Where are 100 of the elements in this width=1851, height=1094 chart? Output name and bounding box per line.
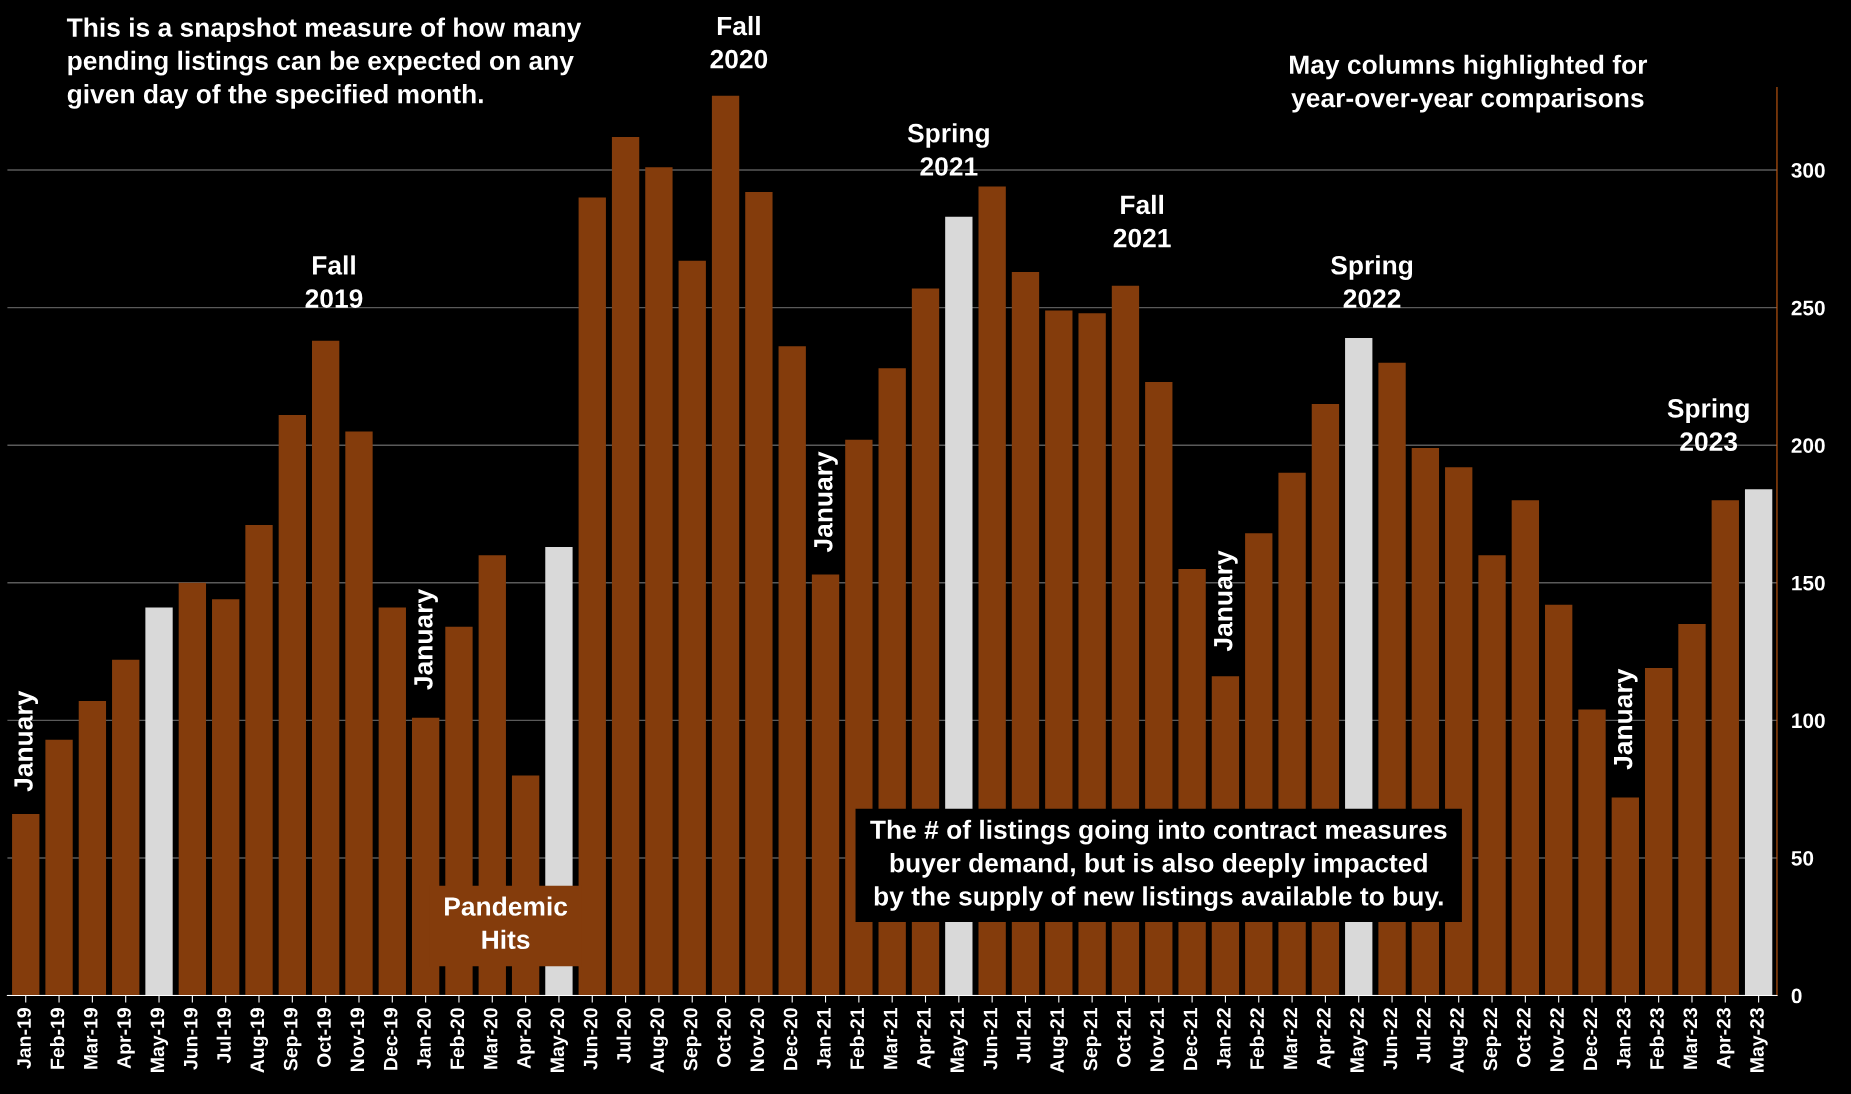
x-tick-label: Jul-21 [1016, 1007, 1031, 1064]
x-tick-label: Feb-19 [49, 1008, 65, 1069]
x-tick-label: Apr-23 [1716, 1008, 1735, 1069]
x-tick-label: Dec-20 [783, 1008, 798, 1070]
y-tick-label: 250 [1791, 300, 1825, 316]
annotation: Fall 2021 [1113, 194, 1171, 248]
x-tick-label: Aug-20 [650, 1008, 668, 1073]
x-tick-label: Sep-20 [683, 1008, 702, 1071]
x-tick-label: Jun-21 [983, 1007, 998, 1070]
bar [778, 346, 806, 996]
annotation: January [1614, 668, 1638, 770]
annotation: The # of listings going into contract measures buyer demand, but is also deeply impacted by the supply of new listings available to buy. [870, 819, 1447, 911]
x-tick-label: Feb-20 [449, 1008, 465, 1069]
bar [1578, 709, 1606, 996]
x-tick-label: Apr-19 [117, 1008, 135, 1069]
bar [611, 137, 640, 996]
x-tick-label: May-20 [550, 1008, 568, 1072]
bar [1545, 604, 1573, 996]
annotation: Pandemic Hits [445, 896, 568, 950]
bar [745, 192, 773, 996]
x-tick-label: Oct-21 [1116, 1007, 1131, 1068]
x-tick-label: May-21 [950, 1007, 968, 1072]
x-tick-label: Aug-21 [1050, 1007, 1068, 1073]
bar [145, 607, 173, 996]
x-tick-label: Jan-20 [417, 1008, 431, 1069]
x-tick-label: Mar-21 [883, 1007, 898, 1069]
bar [112, 659, 140, 996]
bar [345, 431, 373, 996]
x-tick-label: Jul-22 [1416, 1008, 1431, 1064]
annotation: January [814, 451, 838, 553]
x-tick-label: Jul-20 [616, 1008, 631, 1064]
bar [1744, 489, 1773, 996]
bar [1711, 500, 1739, 996]
x-tick-label: Jun-20 [583, 1008, 598, 1070]
annotation: January [14, 690, 39, 792]
x-tick-label: Sep-22 [1483, 1008, 1502, 1071]
bar [711, 95, 740, 996]
bar [45, 739, 73, 996]
x-tick-label: Mar-23 [1683, 1008, 1698, 1069]
bar [1511, 500, 1540, 996]
bar [1678, 624, 1706, 996]
x-tick-label: Apr-21 [916, 1007, 935, 1069]
bar [1644, 668, 1673, 996]
y-tick-label: 300 [1791, 163, 1825, 178]
bar [811, 574, 840, 996]
x-tick-label: Nov-21 [1150, 1007, 1164, 1071]
y-tick-label: 0 [1791, 988, 1802, 1004]
annotation: January [1214, 550, 1238, 652]
x-tick-label: Oct-22 [1516, 1008, 1531, 1068]
bar [645, 167, 673, 996]
x-tick-label: May-19 [150, 1008, 169, 1072]
bar [78, 701, 107, 996]
x-tick-label: Dec-19 [383, 1008, 398, 1070]
x-tick-label: Oct-20 [717, 1008, 731, 1068]
annotation: Spring 2021 [907, 123, 989, 176]
x-tick-label: Jul-19 [216, 1008, 231, 1064]
annotation: Spring 2023 [1667, 398, 1749, 452]
x-tick-label: Sep-21 [1083, 1007, 1102, 1071]
x-tick-label: Mar-19 [83, 1008, 98, 1069]
x-tick-label: Apr-20 [517, 1008, 535, 1069]
x-tick-label: Jan-22 [1216, 1008, 1231, 1069]
x-tick-label: Jan-19 [17, 1008, 31, 1069]
x-tick-label: Mar-22 [1283, 1008, 1298, 1069]
x-tick-label: Feb-21 [849, 1007, 865, 1069]
x-tick-label: Dec-21 [1183, 1007, 1198, 1070]
x-tick-label: May-22 [1350, 1008, 1368, 1072]
bar [1478, 555, 1506, 996]
annotation: Fall 2019 [305, 255, 363, 308]
x-tick-label: Aug-22 [1450, 1008, 1468, 1073]
x-tick-label: Feb-22 [1249, 1008, 1264, 1069]
annotation: This is a snapshot measure of how many pending listings can be expected on any given day of the specified month. [66, 17, 582, 109]
x-tick-label: Sep-19 [283, 1008, 302, 1071]
annotation: May columns highlighted for year-over-year comparisons [1290, 54, 1648, 113]
y-tick-label: 50 [1791, 850, 1814, 866]
y-tick-label: 150 [1792, 575, 1825, 591]
annotation: Spring 2022 [1331, 255, 1413, 308]
bar [178, 582, 207, 996]
x-tick-label: Feb-23 [1649, 1008, 1664, 1069]
x-tick-label: Nov-20 [750, 1008, 765, 1071]
bar [678, 260, 706, 996]
x-tick-label: May-23 [1750, 1008, 1768, 1072]
x-tick-label: Apr-22 [1316, 1008, 1335, 1069]
bar [245, 525, 273, 996]
bar [212, 599, 240, 996]
bar [378, 607, 406, 996]
x-tick-label: Aug-19 [250, 1008, 269, 1073]
x-tick-label: Jun-22 [1383, 1008, 1398, 1070]
x-tick-label: Nov-19 [350, 1008, 365, 1071]
x-tick-label: Dec-22 [1583, 1008, 1598, 1070]
bar [278, 414, 306, 996]
annotation: January [414, 589, 438, 690]
bar [12, 813, 40, 996]
y-tick-label: 200 [1791, 438, 1825, 453]
bar [311, 340, 340, 996]
x-tick-label: Jun-19 [183, 1008, 198, 1070]
x-tick-label: Jan-23 [1616, 1008, 1631, 1069]
x-tick-label: Mar-20 [483, 1008, 498, 1069]
text: Fall 2020 [710, 15, 768, 69]
x-tick-label: Oct-19 [317, 1008, 331, 1068]
y-tick-label: 100 [1792, 713, 1825, 729]
